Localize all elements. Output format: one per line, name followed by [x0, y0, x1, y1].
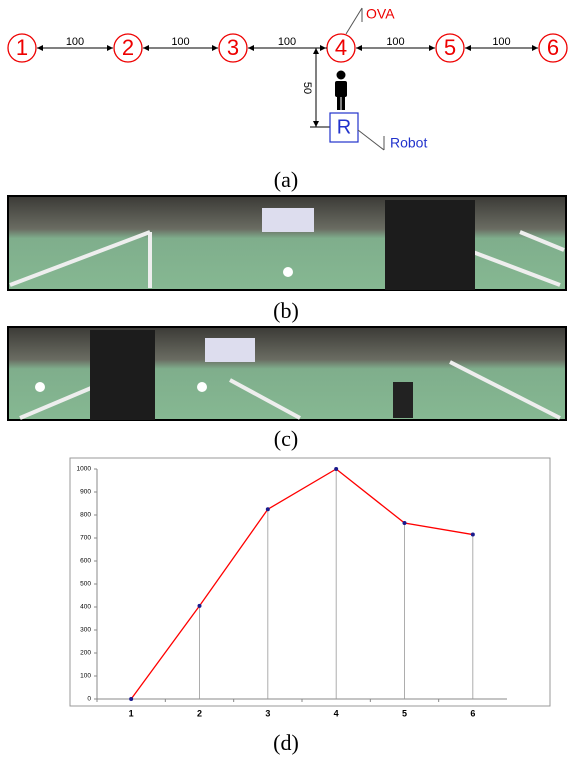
person-icon [335, 70, 347, 110]
caption: (d) [273, 730, 299, 755]
x-tick-label: 2 [197, 708, 202, 718]
node-label: 2 [122, 35, 134, 60]
data-point [197, 603, 202, 608]
edge-label: 100 [492, 36, 510, 48]
edge-label: 100 [386, 36, 404, 48]
node [113, 33, 143, 63]
callout: OVA [366, 6, 395, 22]
x-tick-label: 3 [265, 708, 270, 718]
robot-label: R [337, 116, 351, 138]
node-label: 5 [444, 35, 456, 60]
y-tick-label: 500 [80, 581, 91, 588]
data-point [265, 507, 270, 512]
callout-line [345, 7, 363, 35]
x-tick-label: 1 [129, 708, 134, 718]
node-label: 4 [335, 35, 347, 60]
diagram: 1 2 3 4 5 6 100 100 100 100 100 50 R Robot OVA [7, 6, 568, 151]
y-tick-label: 700 [80, 535, 91, 542]
panorama-c [7, 326, 567, 421]
callout-line [357, 129, 385, 151]
y-tick-label: 1000 [77, 466, 92, 473]
node [538, 33, 568, 63]
caption: (c) [274, 426, 298, 451]
data-point [470, 532, 475, 537]
x-tick-label: 6 [470, 708, 475, 718]
node-label: 3 [227, 35, 239, 60]
y-tick-label: 900 [80, 489, 91, 496]
node [435, 33, 465, 63]
x-tick-label: 5 [402, 708, 407, 718]
data-point [334, 467, 339, 471]
callout: Robot [390, 135, 427, 151]
panorama-b [7, 195, 567, 291]
caption: (a) [274, 167, 298, 192]
y-tick-label: 200 [80, 650, 91, 657]
chart: 0 100 200 300 400 500 600 700 800 900 1000 1 2 3 4 5 6 [77, 466, 507, 718]
data-line [130, 468, 473, 700]
edge-label: 100 [171, 36, 189, 48]
x-tick-label: 4 [334, 708, 339, 718]
y-tick-label: 0 [87, 696, 91, 703]
y-tick-label: 400 [80, 604, 91, 611]
node [218, 33, 248, 63]
robot-box [329, 112, 359, 143]
y-tick-label: 100 [80, 673, 91, 680]
edge-label: 50 [301, 82, 313, 94]
node-label: 6 [547, 35, 559, 60]
edge-label: 100 [278, 36, 296, 48]
node-label: 1 [16, 35, 28, 60]
y-tick-label: 800 [80, 512, 91, 519]
data-point [402, 521, 407, 526]
y-tick-label: 300 [80, 627, 91, 634]
data-point [129, 697, 134, 701]
y-tick-label: 600 [80, 558, 91, 565]
node [7, 33, 37, 63]
edge-label: 100 [66, 36, 84, 48]
chart-frame [69, 457, 551, 707]
caption: (b) [273, 298, 299, 323]
